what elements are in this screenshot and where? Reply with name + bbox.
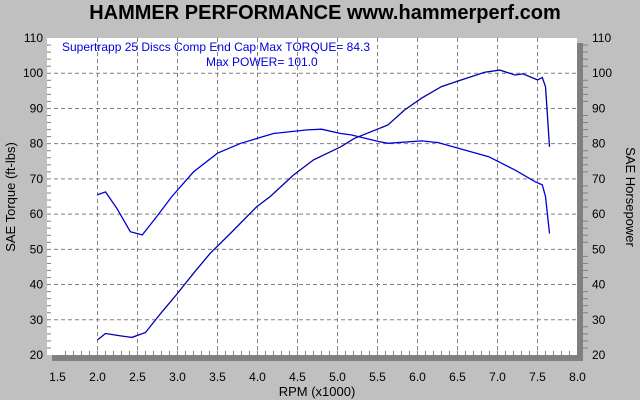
y2-tick-label: 60 bbox=[592, 207, 606, 221]
y2-tick-label: 40 bbox=[592, 278, 606, 292]
x-tick-label: 6.5 bbox=[449, 370, 466, 384]
y2-tick-label: 50 bbox=[592, 242, 606, 256]
y-tick-label: 100 bbox=[23, 66, 43, 80]
torque-curve bbox=[97, 128, 551, 236]
y-tick-label: 30 bbox=[30, 313, 44, 327]
x-tick-label: 2.5 bbox=[129, 370, 146, 384]
x-tick-label: 3.5 bbox=[209, 370, 226, 384]
ticks: 1.5 2.0 2.5 3.0 3.5 4.0 4.5 5.0 5.5 6.0 6.5 7.0 7.5 8… bbox=[23, 31, 612, 384]
power-curve bbox=[97, 69, 551, 341]
y-tick-label: 70 bbox=[30, 172, 44, 186]
annotation-line-1: Supertrapp 25 Discs Comp End Cap Max TOR… bbox=[62, 40, 370, 54]
grid bbox=[47, 38, 577, 355]
chart-title: HAMMER PERFORMANCE www.hammerperf.com bbox=[89, 2, 561, 24]
x-tick-label: 5.0 bbox=[329, 370, 346, 384]
x-tick-label: 6.0 bbox=[409, 370, 426, 384]
y-tick-label: 50 bbox=[30, 242, 44, 256]
y2-tick-label: 80 bbox=[592, 137, 606, 151]
y-tick-label: 90 bbox=[30, 101, 44, 115]
x-tick-label: 7.5 bbox=[529, 370, 546, 384]
x-tick-label: 7.0 bbox=[489, 370, 506, 384]
y2-tick-label: 90 bbox=[592, 101, 606, 115]
y2-tick-label: 30 bbox=[592, 313, 606, 327]
plot-area bbox=[47, 38, 577, 355]
y2-tick-label: 20 bbox=[592, 348, 606, 362]
y2-tick-label: 110 bbox=[592, 31, 611, 45]
x-tick-label: 3.0 bbox=[169, 370, 186, 384]
y2-tick-label: 100 bbox=[592, 66, 612, 80]
annotation-line-2: Max POWER= 101.0 bbox=[206, 55, 318, 69]
y-axis-label: SAE Torque (ft-lbs) bbox=[3, 142, 18, 252]
y-tick-label: 60 bbox=[30, 207, 44, 221]
y-tick-label: 110 bbox=[24, 31, 43, 45]
y2-tick-label: 70 bbox=[592, 172, 606, 186]
x-tick-label: 4.0 bbox=[249, 370, 266, 384]
y-tick-label: 40 bbox=[30, 278, 44, 292]
x-tick-label: 2.0 bbox=[89, 370, 106, 384]
x-axis-label: RPM (x1000) bbox=[279, 384, 356, 399]
y-tick-label: 20 bbox=[30, 348, 44, 362]
x-tick-label: 4.5 bbox=[289, 370, 306, 384]
series-group bbox=[97, 69, 551, 341]
y2-axis-label: SAE Horsepower bbox=[623, 147, 638, 247]
y-tick-label: 80 bbox=[30, 137, 44, 151]
x-tick-label: 8.0 bbox=[569, 370, 586, 384]
x-tick-label: 1.5 bbox=[49, 370, 66, 384]
x-tick-label: 5.5 bbox=[369, 370, 386, 384]
